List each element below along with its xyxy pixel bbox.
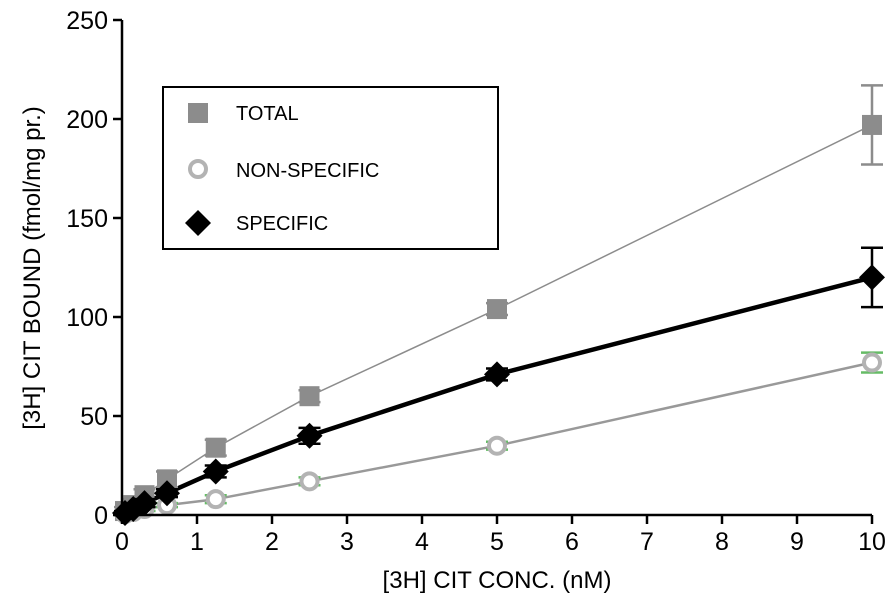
x-tick-label-2: 2 bbox=[265, 528, 279, 556]
x-tick-label-3: 3 bbox=[340, 528, 354, 556]
y-axis-title: [3H] CIT BOUND (fmol/mg pr.) bbox=[19, 106, 46, 430]
non-specific-point-4 bbox=[205, 489, 226, 510]
legend-box bbox=[162, 86, 499, 250]
y-tick-label-0: 0 bbox=[94, 502, 108, 530]
legend-marker-total bbox=[188, 103, 208, 123]
legend-label-specific: SPECIFIC bbox=[236, 213, 328, 235]
total-point-3 bbox=[157, 469, 177, 490]
y-tick-label-4: 200 bbox=[66, 106, 108, 134]
non-specific-point-5 bbox=[299, 471, 320, 492]
specific-point-5 bbox=[296, 422, 323, 449]
specific-point-4 bbox=[202, 458, 229, 485]
specific-point-3 bbox=[154, 480, 180, 507]
x-tick-label-1: 1 bbox=[190, 528, 204, 556]
non-specific-point-6 bbox=[487, 435, 507, 456]
x-tick-label-4: 4 bbox=[415, 528, 429, 556]
legend-items bbox=[185, 103, 211, 236]
legend-label-total: TOTAL bbox=[236, 103, 299, 125]
specific-point-7 bbox=[859, 264, 885, 291]
legend-label-non-specific: NON-SPECIFIC bbox=[236, 160, 379, 182]
x-tick-label-8: 8 bbox=[715, 528, 729, 556]
specific-point-6 bbox=[484, 361, 510, 388]
y-tick-label-3: 150 bbox=[66, 205, 108, 233]
y-tick-label-5: 250 bbox=[66, 7, 108, 35]
y-tick-label-2: 100 bbox=[66, 304, 108, 332]
total-point-6 bbox=[487, 299, 507, 320]
non-specific-point-7 bbox=[862, 352, 882, 373]
x-tick-label-10: 10 bbox=[858, 528, 886, 556]
x-tick-label-9: 9 bbox=[790, 528, 804, 556]
total-point-7 bbox=[862, 114, 882, 135]
total-point-4 bbox=[205, 437, 226, 458]
y-ticks: 0 50 100 150 200 250 bbox=[66, 7, 122, 530]
x-tick-label-0: 0 bbox=[115, 528, 129, 556]
x-tick-label-5: 5 bbox=[490, 528, 504, 556]
x-ticks: 0 1 2 3 4 5 6 7 8 9 10 bbox=[115, 515, 886, 556]
legend-marker-non-specific bbox=[188, 159, 208, 179]
plot-area bbox=[112, 84, 885, 527]
total-point-5 bbox=[299, 386, 320, 407]
y-tick-label-1: 50 bbox=[80, 403, 108, 431]
x-tick-label-7: 7 bbox=[640, 528, 654, 556]
x-axis-title: [3H] CIT CONC. (nM) bbox=[383, 567, 612, 594]
legend-marker-specific bbox=[185, 210, 211, 236]
axes: 0 1 2 3 4 5 6 7 8 9 10 0 50 100 150 200 250 [3H] CIT CO… bbox=[19, 7, 886, 594]
specific-series bbox=[112, 246, 885, 527]
legend: TOTAL NON-SPECIFIC SPECIFIC bbox=[162, 86, 499, 250]
x-tick-label-6: 6 bbox=[565, 528, 579, 556]
specific-point-2 bbox=[131, 490, 158, 517]
